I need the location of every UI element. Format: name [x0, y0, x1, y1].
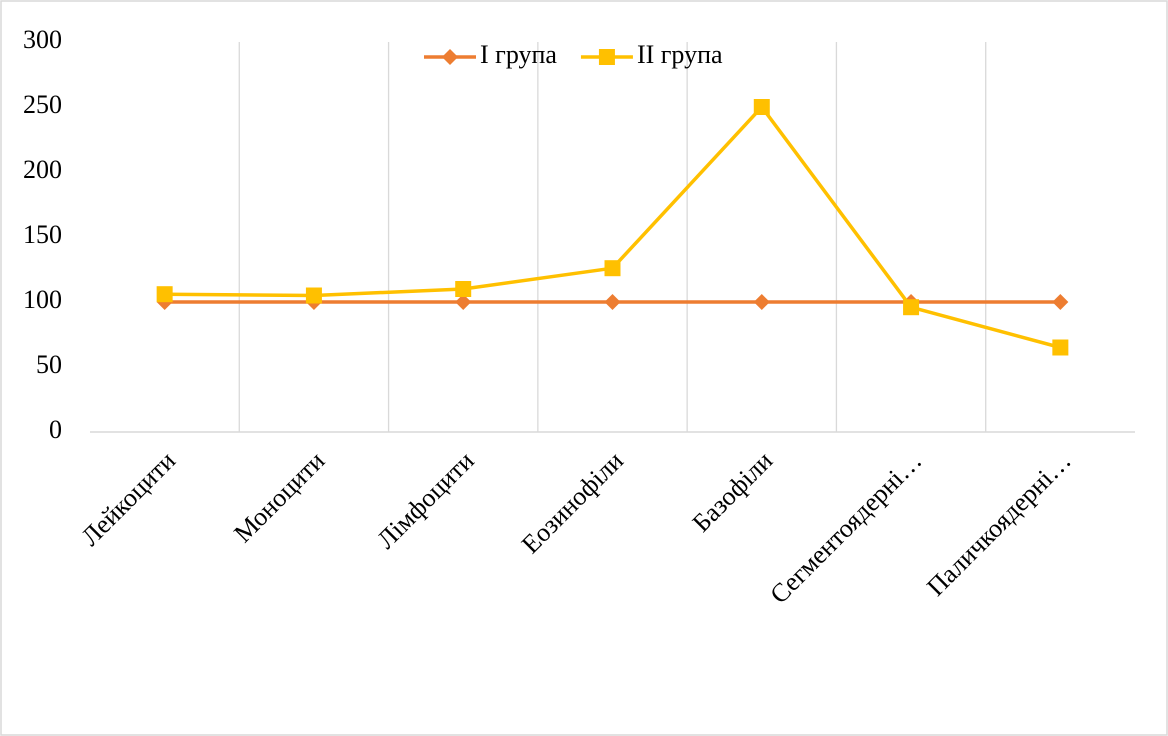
marker — [156, 286, 173, 303]
marker — [903, 299, 920, 316]
marker — [1052, 294, 1069, 310]
marker — [604, 294, 621, 310]
marker — [604, 260, 621, 277]
y-tick-label: 250 — [23, 90, 62, 119]
marker — [305, 287, 322, 304]
legend-label: I група — [480, 40, 557, 69]
marker — [1052, 339, 1069, 356]
y-tick-label: 50 — [36, 350, 62, 379]
marker — [753, 99, 770, 115]
marker — [455, 294, 472, 310]
y-tick-label: 300 — [23, 25, 62, 54]
y-tick-label: 0 — [49, 415, 62, 444]
marker — [598, 49, 615, 65]
y-tick-label: 100 — [23, 285, 62, 314]
marker — [753, 294, 770, 310]
marker — [455, 281, 472, 297]
y-tick-label: 150 — [23, 220, 62, 249]
legend-label: II група — [637, 40, 723, 69]
marker — [442, 49, 458, 65]
y-tick-label: 200 — [23, 155, 62, 184]
